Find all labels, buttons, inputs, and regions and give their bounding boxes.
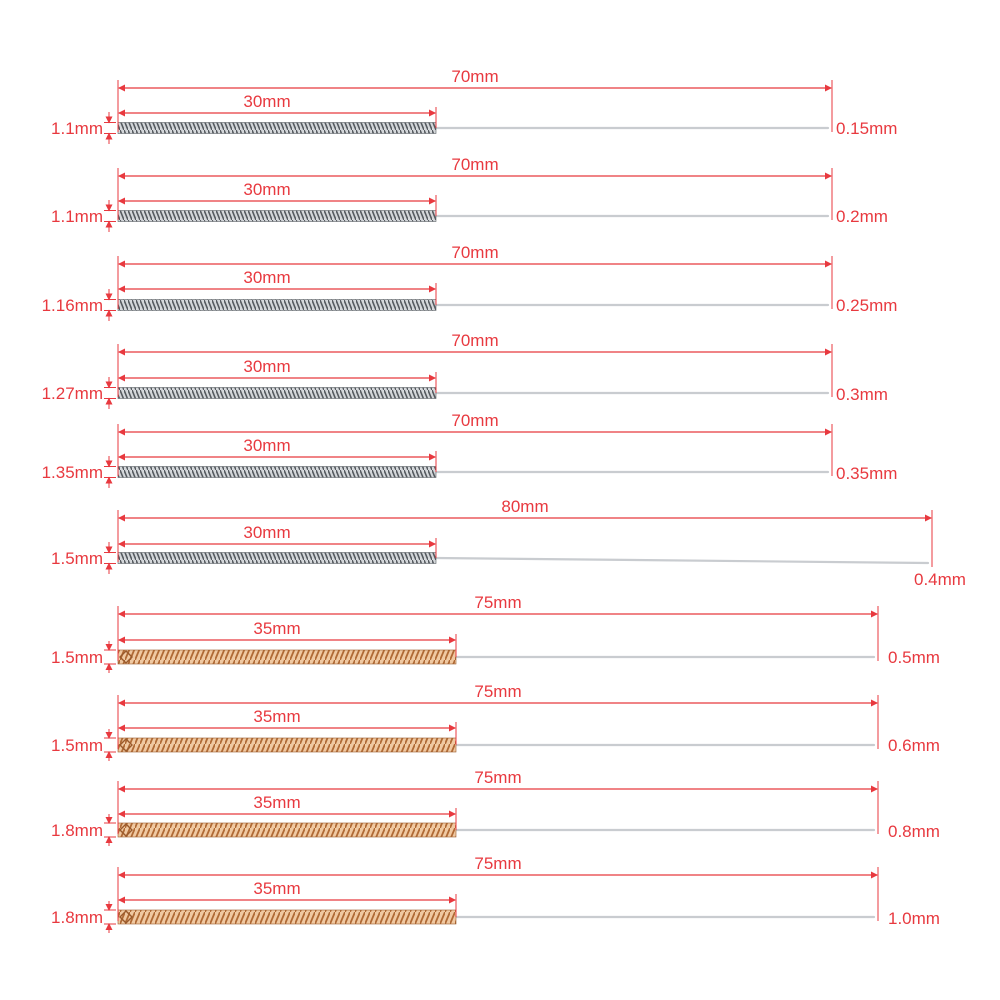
silver-spiral-handle [117,387,437,399]
silver-spiral-handle [117,299,437,311]
needle-row: 70mm 30mm 1.1mm 0.2mm [51,155,888,232]
handle-diameter-label: 1.27mm [42,384,103,403]
handle-diameter-label: 1.8mm [51,821,103,840]
tip-diameter-label: 0.25mm [836,296,897,315]
handle-diameter-label: 1.1mm [51,119,103,138]
handle-length-label: 30mm [243,436,290,455]
tip-diameter-label: 0.6mm [888,736,940,755]
tip-diameter-label: 1.0mm [888,909,940,928]
handle-length-label: 35mm [253,619,300,638]
handle-diameter-label: 1.35mm [42,463,103,482]
total-length-label: 70mm [451,67,498,86]
handle-diameter-label: 1.5mm [51,648,103,667]
tip-diameter-label: 0.15mm [836,119,897,138]
total-length-label: 75mm [474,854,521,873]
knot-loop-icon [119,738,133,752]
silver-spiral-handle [117,122,437,134]
needle-row: 75mm 35mm 1.8mm 1.0mm [51,854,940,933]
tip-diameter-label: 0.2mm [836,207,888,226]
knot-loop-icon [119,823,133,837]
total-length-label: 70mm [451,331,498,350]
copper-spiral-handle [117,909,457,925]
handle-length-label: 30mm [243,92,290,111]
handle-length-label: 35mm [253,707,300,726]
needle-row: 70mm 30mm 1.35mm 0.35mm [42,411,897,488]
needle-row: 70mm 30mm 1.16mm 0.25mm [42,243,897,321]
handle-diameter-label: 1.5mm [51,549,103,568]
total-length-label: 75mm [474,768,521,787]
needle-row: 80mm 30mm 1.5mm 0.4mm [51,497,966,589]
needle-row: 75mm 35mm 1.8mm 0.8mm [51,768,940,846]
total-length-label: 75mm [474,593,521,612]
copper-spiral-handle [117,737,457,753]
handle-diameter-label: 1.1mm [51,207,103,226]
total-length-label: 70mm [451,243,498,262]
silver-spiral-handle [117,210,437,222]
tip-diameter-label: 0.35mm [836,464,897,483]
silver-spiral-handle [117,552,437,564]
needle-row: 70mm 30mm 1.27mm 0.3mm [42,331,888,409]
knot-loop-icon [119,650,133,664]
handle-length-label: 30mm [243,268,290,287]
needle-row: 75mm 35mm 1.5mm 0.5mm [51,593,940,673]
handle-length-label: 30mm [243,523,290,542]
copper-spiral-handle [117,822,457,838]
silver-spiral-handle [117,466,437,478]
handle-length-label: 30mm [243,180,290,199]
handle-length-label: 35mm [253,793,300,812]
needle-row: 75mm 35mm 1.5mm 0.6mm [51,682,940,761]
needle-shaft [434,556,930,565]
knot-loop-icon [119,910,133,924]
handle-diameter-label: 1.8mm [51,908,103,927]
handle-length-label: 30mm [243,357,290,376]
tip-diameter-label: 0.5mm [888,648,940,667]
total-length-label: 70mm [451,411,498,430]
handle-diameter-label: 1.16mm [42,296,103,315]
tip-diameter-label: 0.8mm [888,822,940,841]
copper-spiral-handle [117,649,457,665]
tip-diameter-label: 0.3mm [836,385,888,404]
needle-row: 70mm 30mm 1.1mm 0.15mm [51,67,897,144]
handle-length-label: 35mm [253,879,300,898]
total-length-label: 75mm [474,682,521,701]
handle-diameter-label: 1.5mm [51,736,103,755]
total-length-label: 80mm [501,497,548,516]
tip-diameter-label: 0.4mm [914,570,966,589]
total-length-label: 70mm [451,155,498,174]
